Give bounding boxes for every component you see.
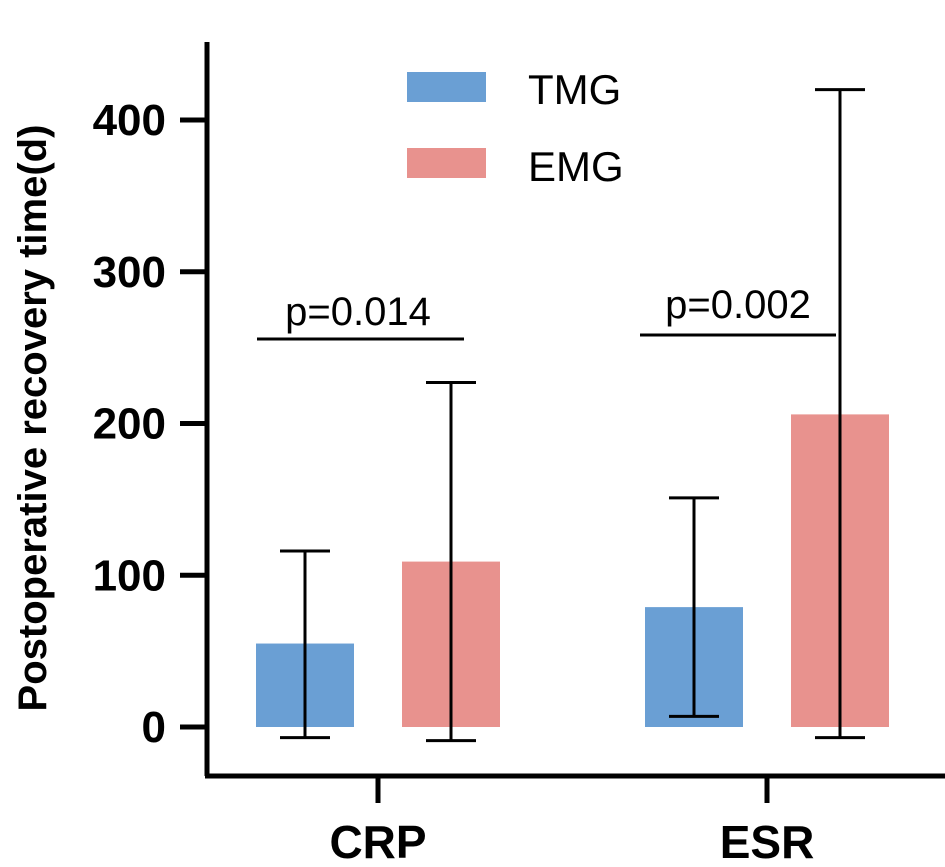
y-axis-title: Postoperative recovery time(d) bbox=[11, 125, 55, 712]
y-tick-label-0: 0 bbox=[142, 703, 166, 752]
error-bar-tmg-crp bbox=[280, 549, 330, 740]
p-value-crp: p=0.014 bbox=[285, 290, 431, 334]
legend-label-emg: EMG bbox=[528, 143, 624, 190]
p-value-esr: p=0.002 bbox=[665, 283, 811, 327]
y-tick-label-400: 400 bbox=[93, 96, 166, 145]
error-bar-tmg-esr bbox=[669, 496, 719, 718]
bars bbox=[256, 414, 889, 727]
legend-swatch-tmg bbox=[407, 72, 486, 102]
error-bar-emg-crp bbox=[426, 381, 476, 743]
legend: TMG EMG bbox=[407, 66, 624, 190]
y-tick-label-200: 200 bbox=[93, 400, 166, 449]
error-bar-emg-esr bbox=[815, 88, 865, 740]
x-tick-label-crp: CRP bbox=[329, 816, 426, 867]
error-bars bbox=[280, 88, 865, 743]
x-axis-ticks: CRP ESR bbox=[329, 776, 814, 867]
legend-label-tmg: TMG bbox=[528, 66, 621, 113]
x-tick-label-esr: ESR bbox=[720, 816, 815, 867]
legend-swatch-emg bbox=[407, 148, 486, 178]
y-axis-ticks: 0 100 200 300 400 bbox=[93, 96, 207, 752]
y-tick-label-100: 100 bbox=[93, 551, 166, 600]
p-value-annotations: p=0.014 p=0.002 bbox=[257, 283, 836, 341]
y-tick-label-300: 300 bbox=[93, 248, 166, 297]
